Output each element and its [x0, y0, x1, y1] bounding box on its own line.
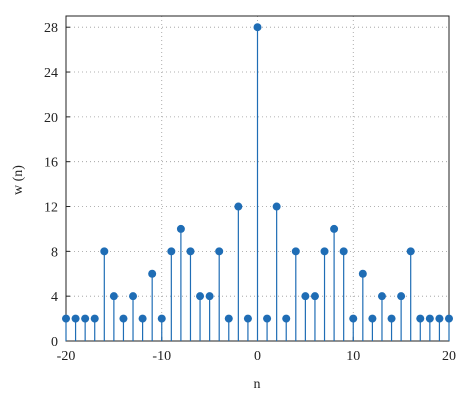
- y-tick-label: 24: [44, 66, 58, 81]
- stem-marker: [416, 314, 425, 323]
- stem-marker: [339, 247, 348, 256]
- stem-marker: [138, 314, 147, 323]
- stem-marker: [90, 314, 99, 323]
- stem-marker: [215, 247, 224, 256]
- stem-marker: [397, 292, 406, 301]
- stem-marker: [205, 292, 214, 301]
- stem-marker: [358, 269, 367, 278]
- x-tick-label: 0: [254, 349, 261, 364]
- stem-marker: [330, 224, 339, 233]
- stem-marker: [349, 314, 358, 323]
- stem-marker: [243, 314, 252, 323]
- y-tick-label: 4: [51, 290, 58, 305]
- stem-marker: [320, 247, 329, 256]
- stem-marker: [62, 314, 70, 323]
- y-tick-label: 12: [44, 201, 58, 216]
- stem-marker: [263, 314, 272, 323]
- stem-marker: [157, 314, 166, 323]
- stem-marker: [100, 247, 109, 256]
- y-axis-label: w (n): [11, 165, 26, 195]
- stem-marker: [81, 314, 90, 323]
- stem-marker: [167, 247, 176, 256]
- stem-marker: [406, 247, 415, 256]
- stem-marker: [253, 23, 262, 32]
- stem-marker: [119, 314, 128, 323]
- stem-marker: [224, 314, 233, 323]
- stem-marker: [148, 269, 157, 278]
- stem-marker: [196, 292, 205, 301]
- stem-marker: [186, 247, 195, 256]
- y-tick-label: 28: [44, 21, 58, 36]
- stem-marker: [129, 292, 138, 301]
- stem-marker: [435, 314, 444, 323]
- stem-marker: [425, 314, 434, 323]
- stem-marker: [272, 202, 281, 211]
- stem-marker: [109, 292, 118, 301]
- y-tick-label: 16: [44, 156, 58, 171]
- stem-marker: [176, 224, 185, 233]
- x-tick-label: -10: [152, 349, 171, 364]
- x-tick-label: 10: [346, 349, 360, 364]
- stem-marker: [377, 292, 386, 301]
- y-tick-label: 20: [44, 111, 58, 126]
- x-axis-label: n: [254, 377, 261, 392]
- stem-marker: [310, 292, 319, 301]
- stem-marker: [445, 314, 453, 323]
- stem-marker: [234, 202, 243, 211]
- y-tick-label: 0: [51, 335, 58, 350]
- stem-marker: [301, 292, 310, 301]
- y-tick-label: 8: [51, 245, 58, 260]
- x-tick-label: -20: [57, 349, 76, 364]
- stem-marker: [282, 314, 291, 323]
- stem-marker: [291, 247, 300, 256]
- stem-marker: [368, 314, 377, 323]
- stem-marker: [71, 314, 80, 323]
- x-tick-label: 20: [442, 349, 456, 364]
- stem-marker: [387, 314, 396, 323]
